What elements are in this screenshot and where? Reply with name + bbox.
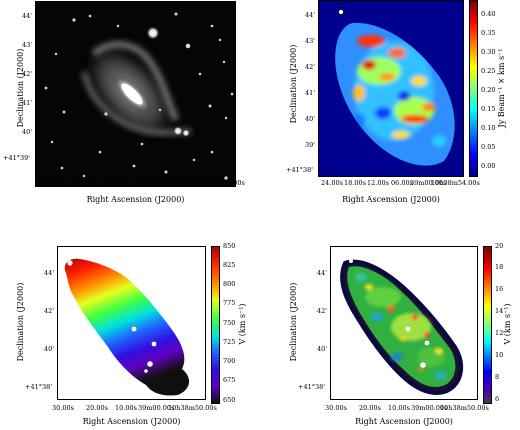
br-cbtick: 14 (495, 307, 504, 315)
velocity-map (57, 246, 206, 400)
tr-xtick: 39m00.00s (410, 179, 447, 187)
br-cbtick: 6 (495, 395, 500, 403)
bl-xlabel: Right Ascension (J2000) (82, 417, 181, 426)
tl-ytick: 42' (22, 70, 33, 78)
tr-ylabel: Declination (J2000) (289, 44, 298, 124)
tl-ytick: 44' (22, 12, 33, 20)
bl-cbtick: 725 (223, 338, 236, 346)
tr-xtick: 10h38m54.00s (431, 179, 480, 187)
tr-cbtick: 0.00 (481, 162, 496, 170)
tl-ytick: 43' (22, 41, 33, 49)
tr-ytick: 44' (305, 11, 316, 19)
tl-xtick: 06.00s (137, 179, 159, 187)
bl-xtick: 30.00s (52, 404, 74, 412)
dispersion-map (330, 246, 478, 400)
tr-cbtick: 0.10 (481, 124, 496, 132)
br-cbtick: 8 (495, 373, 500, 381)
bl-cblabel: V (km s⁻¹) (238, 303, 247, 345)
tr-xtick: 24.00s (321, 179, 343, 187)
tl-xtick: 10h38m54.00s (196, 179, 245, 187)
tr-xtick: 18.00s (344, 179, 366, 187)
br-xtick: 10.00s (388, 404, 410, 412)
bl-ytick: 40' (44, 345, 55, 353)
bl-xtick: 10.00s (115, 404, 137, 412)
tl-ylabel: Declination (J2000) (16, 48, 25, 128)
tr-cbtick: 0.25 (481, 67, 496, 75)
tr-ytick: 40' (305, 115, 316, 123)
br-xtick: 20.00s (359, 404, 381, 412)
bl-ytick: +41°38' (25, 383, 53, 391)
tr-xlabel: Right Ascension (J2000) (342, 195, 440, 204)
moment0-map (318, 0, 464, 177)
tr-cbtick: 0.40 (481, 10, 496, 18)
bl-colorbar (211, 246, 220, 404)
br-ytick: 44' (317, 269, 328, 277)
br-xlabel: Right Ascension (J2000) (355, 417, 453, 426)
bl-cbtick: 750 (223, 319, 236, 327)
br-cbtick: 18 (495, 263, 504, 271)
bl-ytick: 44' (44, 269, 55, 277)
tl-ytick: 40' (22, 128, 33, 136)
br-ytick: 42' (317, 307, 328, 315)
br-cblabel: V (km s⁻¹) (503, 303, 512, 345)
tr-xtick: 12.00s (367, 179, 389, 187)
bl-ylabel: Declination (J2000) (16, 282, 25, 362)
bl-xtick: 39m00.00s (138, 404, 175, 412)
bl-cbtick: 775 (223, 299, 236, 307)
br-ytick: 40' (317, 345, 328, 353)
bl-cbtick: 825 (223, 261, 236, 269)
bl-cbtick: 850 (223, 242, 236, 250)
tl-ytick: +41°39' (3, 154, 31, 162)
tl-xtick: 24.00s (37, 179, 59, 187)
br-xtick: 10h38m50.00s (440, 404, 489, 412)
tr-cbtick: 0.35 (481, 29, 496, 37)
br-cbtick: 16 (495, 285, 504, 293)
tr-ytick: +41°38' (286, 166, 314, 174)
bl-cbtick: 675 (223, 376, 236, 384)
br-cbtick: 12 (495, 329, 504, 337)
tr-cbtick: 0.15 (481, 105, 496, 113)
bl-ytick: 42' (44, 307, 55, 315)
tr-cbtick: 0.05 (481, 143, 496, 151)
br-xtick: 39m00.00s (411, 404, 448, 412)
tr-xtick: 06.00s (391, 179, 413, 187)
bl-cbtick: 800 (223, 280, 236, 288)
tr-colorbar (469, 0, 478, 177)
br-xtick: 30.00s (325, 404, 347, 412)
br-colorbar (483, 246, 492, 404)
bl-cbtick: 700 (223, 357, 236, 365)
tl-xtick: 39m00.00s (165, 179, 202, 187)
tr-cblabel: Jy Beam⁻¹ × km s⁻¹ (497, 48, 506, 128)
tr-ytick: 42' (305, 63, 316, 71)
bl-xtick: 10h38m50.00s (168, 404, 217, 412)
br-cbtick: 10 (495, 351, 504, 359)
tr-ytick: 43' (305, 37, 316, 45)
bl-xtick: 20.00s (86, 404, 108, 412)
tl-ytick: 41' (22, 99, 33, 107)
tr-ytick: 39' (305, 141, 316, 149)
tr-cbtick: 0.20 (481, 86, 496, 94)
bl-cbtick: 650 (223, 396, 236, 404)
tl-xtick: 12.00s (104, 179, 126, 187)
br-cbtick: 20 (495, 242, 504, 250)
optical-image (35, 1, 236, 187)
tr-cbtick: 0.30 (481, 48, 496, 56)
br-ytick: +41°38' (298, 383, 326, 391)
tl-xtick: 18.00s (71, 179, 93, 187)
tr-ytick: 41' (305, 89, 316, 97)
br-ylabel: Declination (J2000) (289, 282, 298, 362)
tl-xlabel: Right Ascension (J2000) (86, 195, 185, 204)
